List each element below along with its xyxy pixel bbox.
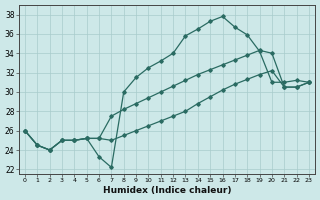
X-axis label: Humidex (Indice chaleur): Humidex (Indice chaleur) [103,186,231,195]
